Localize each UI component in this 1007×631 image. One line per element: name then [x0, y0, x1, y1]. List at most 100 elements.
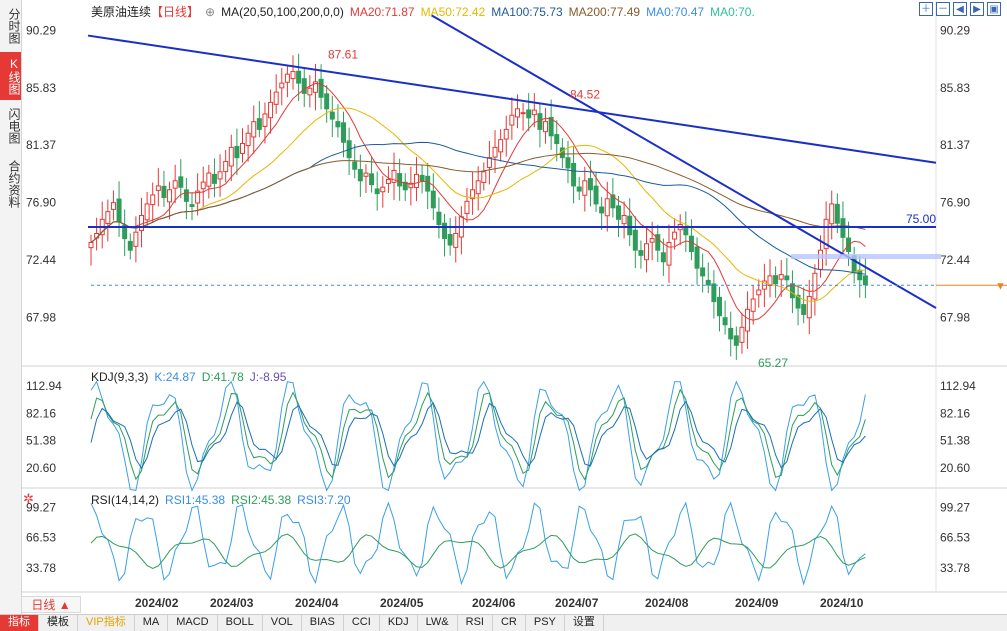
sidebar: 分时图 K线图 闪电图 合约资料 — [0, 0, 22, 630]
indicator-tab-bar: 指标 模板 VIP指标 MA MACD BOLL VOL BIAS CCI KDJ LW& RSI CR… — [0, 614, 1007, 631]
indicator-tab-[interactable]: 指标 — [0, 615, 39, 631]
price-tick-left: 85.83 — [26, 81, 56, 95]
indicator-tab-[interactable]: 模板 — [39, 615, 78, 631]
candle-body — [195, 190, 201, 204]
candle-body — [655, 234, 661, 251]
sidebar-tab-kline[interactable]: K线图 — [0, 52, 21, 100]
candle-body — [520, 112, 526, 115]
candle-body — [88, 241, 94, 249]
rsi-gear-icon[interactable]: ✲ — [23, 491, 34, 506]
sidebar-tab-timeshare[interactable]: 分时图 — [7, 8, 21, 44]
candle-body — [801, 304, 807, 315]
kdj-tick-left: 20.60 — [26, 461, 56, 475]
candle-body — [245, 132, 251, 147]
indicator-tab-bias[interactable]: BIAS — [302, 615, 344, 631]
candle-body — [155, 185, 161, 191]
indicator-tab-macd[interactable]: MACD — [168, 615, 218, 631]
candle-body — [666, 241, 672, 266]
candle-body — [116, 198, 122, 223]
candle-body — [812, 272, 818, 300]
candle-body — [133, 231, 139, 247]
candle-body — [402, 181, 408, 191]
horizontal-level-label: 75.00 — [906, 212, 936, 226]
indicator-tab-kdj[interactable]: KDJ — [380, 615, 418, 631]
high-label-2: 84.52 — [570, 88, 600, 102]
candle-body — [514, 108, 520, 118]
candle-body — [301, 78, 307, 94]
indicator-tab-boll[interactable]: BOLL — [218, 615, 263, 631]
candle-body — [716, 296, 722, 317]
candle-body — [178, 176, 184, 188]
zoom-out-icon[interactable]: － — [936, 2, 950, 16]
candle-body — [537, 113, 543, 130]
candle-body — [672, 231, 678, 240]
candle-body — [694, 246, 700, 269]
indicator-tab-psy[interactable]: PSY — [526, 615, 565, 631]
candle-body — [453, 232, 459, 248]
candle-body — [750, 298, 756, 312]
indicator-tab-[interactable]: 设置 — [565, 615, 604, 631]
indicator-tab-rsi[interactable]: RSI — [458, 615, 493, 631]
candle-body — [627, 215, 633, 236]
candle-body — [610, 194, 616, 209]
zoom-in-icon[interactable]: ＋ — [919, 2, 933, 16]
indicator-tab-vol[interactable]: VOL — [263, 615, 302, 631]
kdj-d-line — [90, 400, 866, 470]
ma50-value: MA50:72.42 — [420, 5, 486, 19]
sidebar-tab-contract-info[interactable]: 合约资料 — [7, 160, 21, 208]
candle-body — [543, 121, 549, 133]
candle-body — [464, 200, 470, 215]
price-tick-right: 67.98 — [940, 310, 970, 324]
left-icon[interactable]: ◀ — [953, 2, 967, 16]
time-axis-label: 2024/04 — [295, 596, 339, 610]
candle-body — [492, 146, 498, 158]
candle-body — [773, 275, 779, 285]
candle-body — [268, 101, 274, 119]
candlestick-chart-svg[interactable]: 90.29 90.29 85.83 85.83 81.37 81.37 76.90 76.90… — [21, 0, 1007, 614]
price-marker-icon: ▼ — [995, 280, 1006, 292]
rsi3-line — [90, 501, 866, 586]
candle-body — [587, 178, 593, 191]
candle-body — [644, 243, 650, 261]
candle-body — [127, 240, 133, 251]
fullscreen-icon[interactable]: ▣ — [987, 2, 1001, 16]
price-tick-right: 81.37 — [940, 138, 970, 152]
candle-body — [756, 289, 762, 296]
candle-body — [576, 186, 582, 192]
candle-body — [711, 283, 717, 303]
ma0b-value: MA0:70. — [710, 5, 755, 19]
candle-body — [599, 206, 605, 214]
time-axis-label: 2024/02 — [135, 596, 179, 610]
candle-body — [700, 267, 706, 277]
indicator-tab-cci[interactable]: CCI — [344, 615, 380, 631]
price-tick-right: 72.44 — [940, 253, 970, 267]
candle-body — [430, 190, 436, 209]
settings-icon[interactable]: ⊕ — [205, 5, 216, 19]
rsi-tick-left: 99.27 — [26, 500, 56, 514]
chart-toolbar: ＋ － ◀ ▶ ▣ — [919, 2, 1001, 16]
candle-body — [509, 114, 515, 126]
candle-body — [683, 228, 689, 236]
chart-area[interactable]: 90.29 90.29 85.83 85.83 81.37 81.37 76.90 76.90… — [21, 0, 1007, 614]
candle-body — [189, 204, 195, 207]
candle-body — [251, 121, 257, 138]
kdj-tick-right: 82.16 — [940, 406, 970, 420]
period-selector[interactable]: 日线 ▲ — [21, 596, 81, 613]
candle-body — [604, 198, 610, 217]
candle-body — [228, 146, 234, 167]
ma100-value: MA100:75.73 — [491, 5, 563, 19]
candle-body — [324, 93, 330, 110]
sidebar-tab-flash[interactable]: 闪电图 — [7, 108, 21, 144]
indicator-tab-cr[interactable]: CR — [493, 615, 526, 631]
right-icon[interactable]: ▶ — [970, 2, 984, 16]
ma200-value: MA200:77.49 — [568, 5, 641, 19]
candle-body — [660, 252, 666, 263]
candle-body — [139, 214, 145, 231]
candle-body — [374, 188, 380, 195]
candle-body — [223, 161, 229, 173]
indicator-tab-lw[interactable]: LW& — [418, 615, 458, 631]
indicator-tab-ma[interactable]: MA — [135, 615, 169, 631]
candle-body — [296, 70, 302, 84]
candle-body — [391, 170, 397, 183]
indicator-tab-vip[interactable]: VIP指标 — [78, 615, 135, 631]
